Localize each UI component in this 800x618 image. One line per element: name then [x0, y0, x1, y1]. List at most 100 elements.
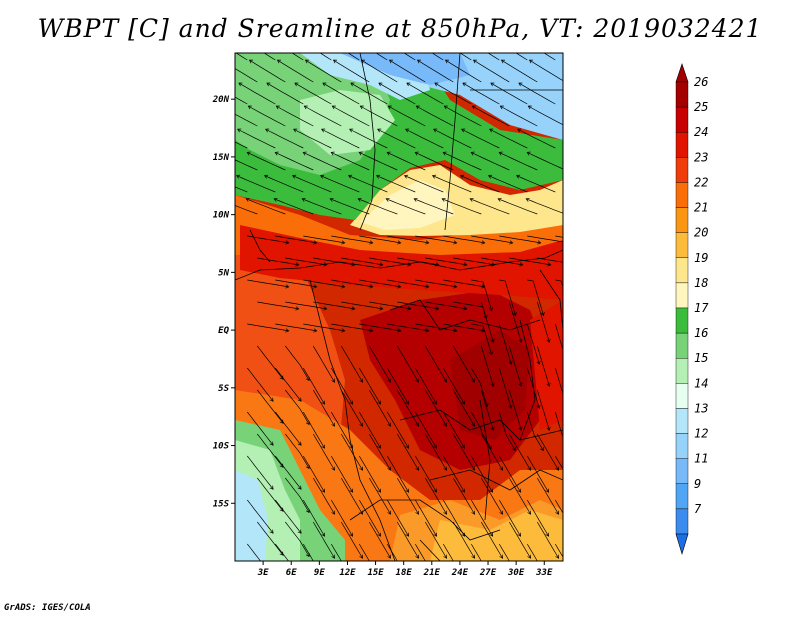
grads-credit: GrADS: IGES/COLA [4, 603, 91, 613]
colorbar-swatch [675, 282, 689, 309]
streamline-arrow [433, 400, 437, 405]
streamline [396, 433, 419, 471]
streamline [526, 455, 549, 493]
streamline [396, 477, 419, 515]
streamline-arrow [574, 489, 577, 493]
streamline [443, 279, 485, 288]
streamline-arrow [279, 419, 284, 424]
streamline [265, 128, 304, 149]
streamline [275, 235, 317, 244]
streamline [358, 367, 381, 405]
streamline-arrow [263, 174, 269, 179]
streamline [471, 279, 493, 311]
streamline-arrow [369, 284, 374, 289]
streamline-arrow [461, 488, 465, 493]
streamline-arrow [565, 241, 568, 245]
streamline [368, 345, 391, 383]
streamline-arrow [377, 532, 381, 537]
colorbar-label: 14 [694, 376, 708, 390]
streamline [481, 257, 523, 266]
streamline-arrow [331, 422, 335, 427]
streamline [470, 499, 493, 537]
streamline [302, 411, 325, 449]
streamline-arrow [415, 554, 419, 559]
colorbar-swatch [675, 383, 689, 409]
streamline [554, 499, 563, 514]
streamline [424, 477, 447, 515]
streamline [385, 198, 426, 215]
streamline [368, 521, 391, 559]
streamline [473, 59, 510, 83]
streamline-arrow [237, 128, 242, 133]
streamline [302, 543, 314, 561]
streamline-arrow [359, 378, 363, 383]
streamline [359, 279, 401, 288]
streamline [340, 433, 363, 471]
colorbar-label: 19 [694, 251, 708, 265]
streamline [368, 433, 391, 471]
streamline [518, 82, 556, 105]
streamline [235, 96, 248, 105]
streamline [235, 159, 258, 171]
streamline-arrow [433, 532, 437, 537]
streamline-arrow [443, 510, 447, 515]
lat-tick-label: 5N [218, 268, 229, 278]
streamline-arrow [297, 485, 302, 490]
streamline-arrow [331, 105, 336, 110]
streamline-arrow [512, 447, 516, 452]
streamline [331, 323, 373, 332]
streamline [414, 543, 426, 561]
streamline [341, 301, 383, 310]
streamline-arrow [512, 312, 517, 317]
streamline [498, 411, 516, 451]
streamline [304, 105, 342, 127]
streamline [554, 455, 563, 470]
field-region-red-north-belt [240, 225, 563, 300]
streamline-arrow [313, 284, 318, 289]
streamline-arrow [330, 151, 335, 156]
streamline [377, 128, 416, 149]
streamline [498, 455, 521, 493]
streamline [406, 82, 444, 105]
streamline-arrow [508, 404, 513, 409]
streamline [536, 301, 550, 343]
streamline-arrow [575, 427, 578, 430]
colorbar-bottom-arrow [675, 533, 689, 556]
streamline [554, 367, 563, 395]
streamline-arrow [584, 511, 587, 515]
streamline [301, 198, 342, 215]
streamline-arrow [247, 105, 252, 110]
streamline-arrow [377, 400, 381, 405]
streamline [235, 68, 258, 83]
streamline-arrow [347, 174, 353, 179]
streamline [480, 345, 494, 387]
streamline-arrow [555, 466, 559, 471]
streamline-arrow [377, 444, 381, 449]
streamline [237, 128, 276, 149]
streamline [565, 346, 577, 386]
streamline [554, 323, 563, 351]
streamline-arrow [380, 37, 383, 40]
streamline-arrow [518, 382, 523, 387]
streamline-arrow [323, 262, 328, 267]
streamline-arrow [291, 174, 297, 179]
streamline-arrow [565, 405, 568, 408]
streamline-arrow [209, 175, 213, 178]
streamline [498, 367, 512, 409]
streamline-arrow [414, 151, 419, 156]
colorbar-swatch [675, 207, 689, 233]
streamline [480, 389, 494, 431]
colorbar-swatch [675, 232, 689, 258]
streamline-arrow [246, 151, 251, 156]
streamline [330, 411, 353, 449]
lat-tick-label: EQ [218, 326, 229, 336]
streamline [489, 128, 528, 149]
colorbar-label: 22 [694, 175, 708, 189]
streamline-arrow [321, 400, 325, 405]
streamline-arrow [279, 375, 284, 380]
streamline-arrow [565, 361, 568, 364]
streamline-arrow [500, 59, 505, 64]
streamline [554, 411, 563, 438]
lon-tick-label: 24E [451, 568, 469, 578]
colorbar-top-arrow [675, 63, 689, 83]
